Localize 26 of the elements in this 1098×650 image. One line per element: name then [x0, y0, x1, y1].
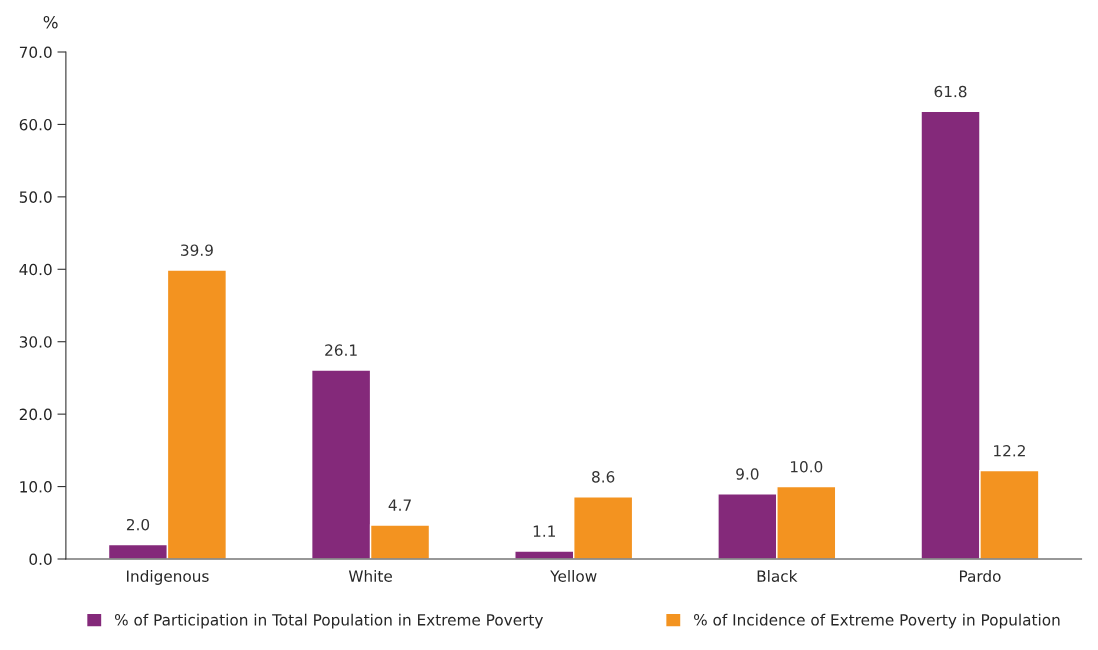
- data-label: 26.1: [325, 344, 357, 356]
- x-tick-label: Pardo: [959, 570, 1001, 582]
- data-label: 4.7: [388, 499, 411, 511]
- y-tick-label: 0.0: [29, 553, 52, 566]
- data-label: 2.0: [126, 518, 150, 531]
- data-label: 1.1: [533, 525, 555, 537]
- y-tick-label: 30.0: [19, 336, 52, 348]
- y-tick-label: 40.0: [19, 263, 52, 276]
- data-label: 9.0: [736, 468, 759, 480]
- y-tick-label: 20.0: [19, 408, 52, 421]
- y-axis-title: %: [43, 15, 58, 29]
- data-label: 10.0: [790, 460, 823, 473]
- data-label: 61.8: [934, 85, 967, 98]
- x-tick-label: Yellow: [550, 570, 597, 582]
- data-label: 8.6: [592, 471, 615, 483]
- legend-label: % of Incidence of Extreme Poverty in Population: [694, 613, 1060, 629]
- legend-label: % of Participation in Total Population in Extreme Poverty: [114, 613, 543, 629]
- data-label: 12.2: [994, 445, 1025, 457]
- data-label: 39.9: [181, 244, 213, 256]
- x-tick-label: Black: [757, 570, 798, 582]
- y-tick-label: 70.0: [19, 46, 52, 59]
- y-tick-label: 60.0: [19, 118, 52, 131]
- y-tick-label: 10.0: [20, 481, 52, 493]
- y-tick-label: 50.0: [19, 191, 52, 203]
- x-tick-label: Indigenous: [126, 570, 209, 585]
- x-tick-label: White: [348, 570, 392, 582]
